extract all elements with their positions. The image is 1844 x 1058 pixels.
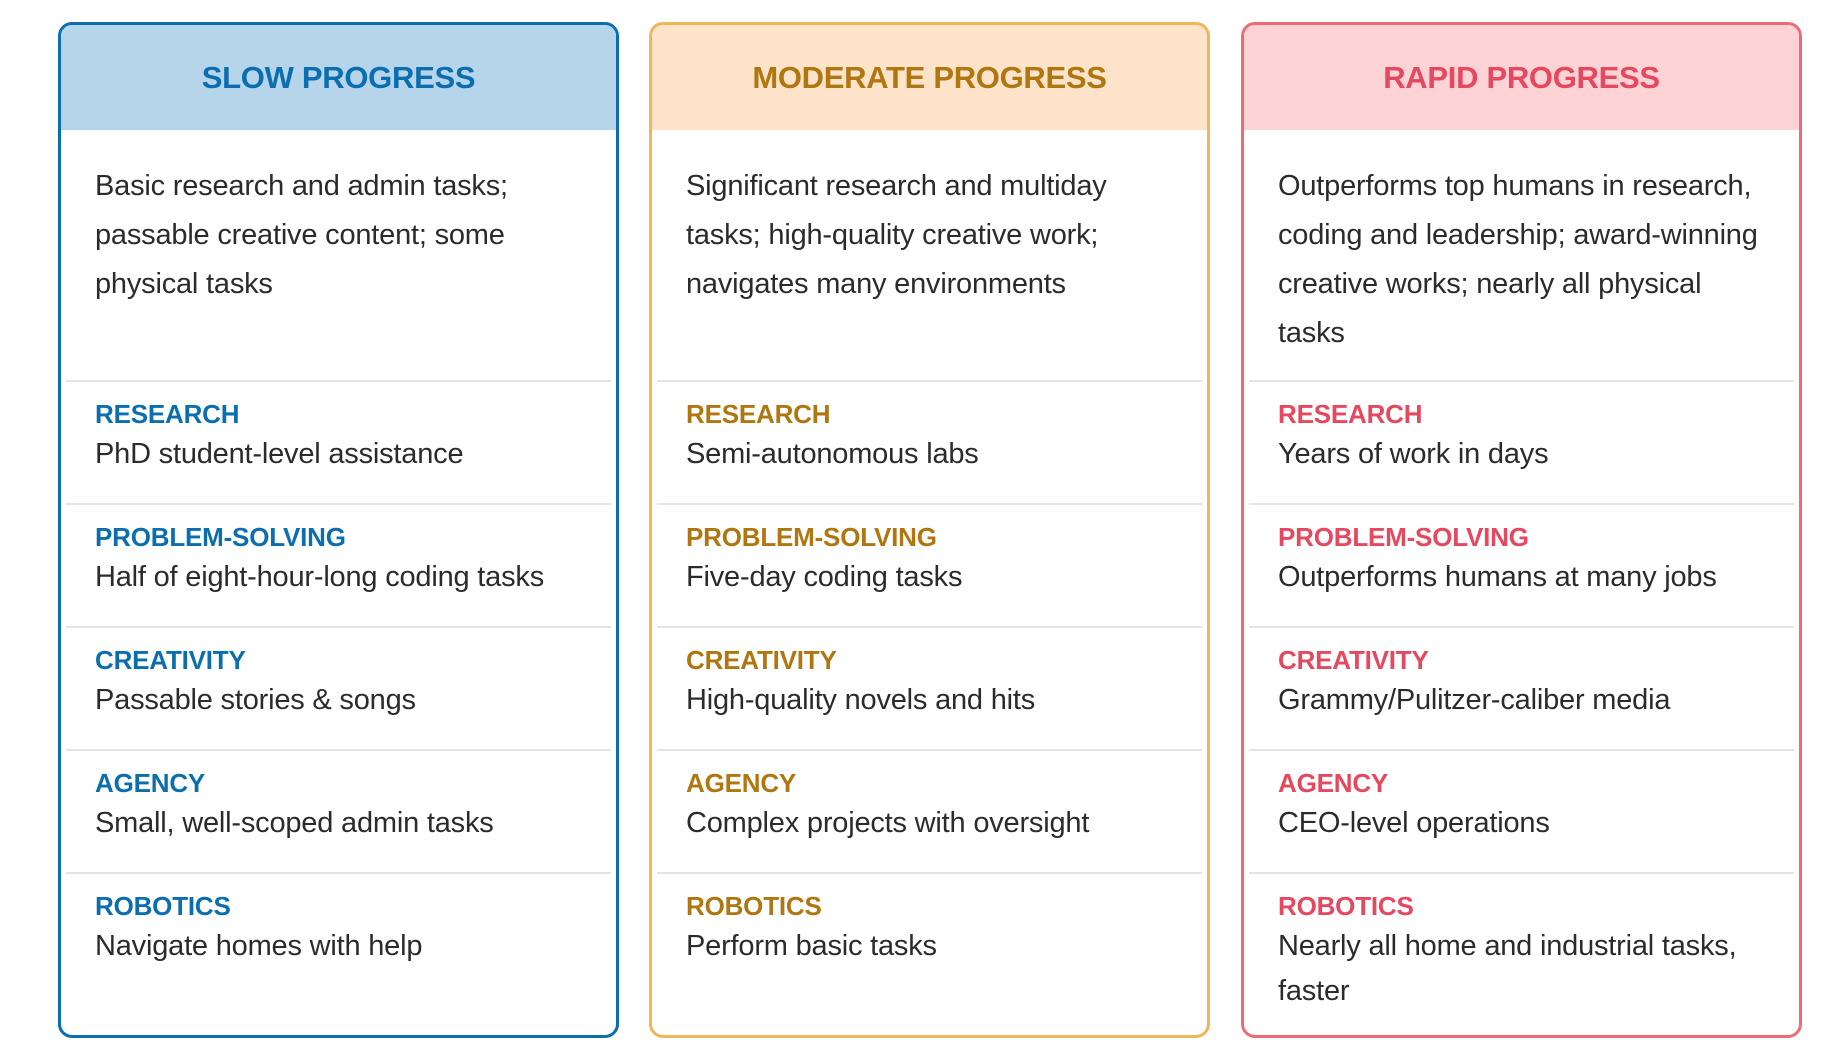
category-description: Years of work in days [1278,438,1549,470]
category-description: Semi-autonomous labs [686,438,979,470]
column-slow-progress: SLOW PROGRESS Basic research and admin t… [58,22,619,1038]
category-description: Navigate homes with help [95,930,423,962]
category-research: RESEARCH Years of work in days [1249,380,1794,503]
category-creativity: CREATIVITY Passable stories & songs [66,626,611,749]
category-research: RESEARCH PhD student-level assistance [66,380,611,503]
category-label: PROBLEM-SOLVING [95,522,346,552]
category-problem-solving: PROBLEM-SOLVING Five-day coding tasks [657,503,1202,626]
category-agency: AGENCY Small, well-scoped admin tasks [66,749,611,872]
category-robotics: ROBOTICS Navigate homes with help [66,872,611,995]
category-description: Grammy/Pulitzer-caliber media [1278,684,1671,716]
category-agency: AGENCY CEO-level operations [1249,749,1794,872]
column-moderate-progress: MODERATE PROGRESS Significant research a… [649,22,1210,1038]
category-label: RESEARCH [1278,399,1423,429]
category-creativity: CREATIVITY Grammy/Pulitzer-caliber media [1249,626,1794,749]
category-label: PROBLEM-SOLVING [1278,522,1529,552]
column-summary: Outperforms top humans in research, codi… [1278,170,1758,349]
category-label: RESEARCH [95,399,240,429]
category-label: AGENCY [686,768,797,798]
category-description: Complex projects with oversight [686,807,1090,839]
category-label: AGENCY [1278,768,1389,798]
category-description: PhD student-level assistance [95,438,464,470]
category-label: ROBOTICS [1278,891,1414,921]
category-description: CEO-level operations [1278,807,1550,839]
category-label: ROBOTICS [95,891,231,921]
category-description: Perform basic tasks [686,930,937,962]
category-problem-solving: PROBLEM-SOLVING Half of eight-hour-long … [66,503,611,626]
column-summary: Significant research and multiday tasks;… [686,170,1107,300]
category-description: Passable stories & songs [95,684,416,716]
category-label: CREATIVITY [686,645,837,675]
column-summary: Basic research and admin tasks; passable… [95,170,508,300]
category-description: Half of eight-hour-long coding tasks [95,561,544,593]
column-rapid-progress: RAPID PROGRESS Outperforms top humans in… [1241,22,1802,1038]
category-problem-solving: PROBLEM-SOLVING Outperforms humans at ma… [1249,503,1794,626]
column-header: RAPID PROGRESS [1244,25,1799,130]
category-research: RESEARCH Semi-autonomous labs [657,380,1202,503]
category-description: Outperforms humans at many jobs [1278,561,1717,593]
category-agency: AGENCY Complex projects with oversight [657,749,1202,872]
category-label: AGENCY [95,768,206,798]
category-description: Five-day coding tasks [686,561,963,593]
category-label: ROBOTICS [686,891,822,921]
category-label: CREATIVITY [1278,645,1429,675]
category-robotics: ROBOTICS Nearly all home and industrial … [1249,872,1794,1007]
category-description: High-quality novels and hits [686,684,1036,716]
column-header: MODERATE PROGRESS [652,25,1207,130]
category-description: Small, well-scoped admin tasks [95,807,494,839]
category-label: PROBLEM-SOLVING [686,522,937,552]
category-creativity: CREATIVITY High-quality novels and hits [657,626,1202,749]
category-robotics: ROBOTICS Perform basic tasks [657,872,1202,995]
column-header: SLOW PROGRESS [61,25,616,130]
category-description: Nearly all home and industrial tasks, fa… [1278,930,1737,1007]
category-label: RESEARCH [686,399,831,429]
category-label: CREATIVITY [95,645,246,675]
